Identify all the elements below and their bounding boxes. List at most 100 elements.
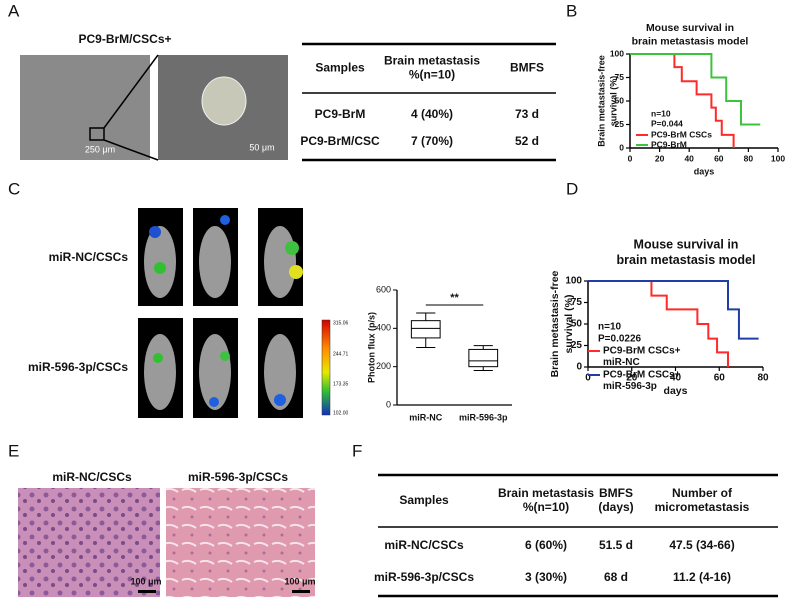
y-tick-label: 600 — [376, 284, 391, 294]
table-cell: miR-NC/CSCs — [384, 538, 464, 552]
table-cell: PC9-BrM — [315, 107, 366, 121]
y-axis-label: survival (%) — [563, 295, 575, 354]
table-header: Brain metastasis — [384, 54, 480, 68]
x-tick-label: 60 — [714, 373, 726, 384]
x-axis-label: days — [664, 385, 688, 397]
colorbar-label: 315.06 — [333, 320, 349, 326]
table-header: %(n=10) — [523, 500, 569, 514]
scale-label: 100 μm — [130, 576, 161, 586]
x-tick-label: 40 — [684, 153, 694, 163]
y-tick-label: 0 — [386, 399, 391, 409]
y-tick-label: 100 — [565, 276, 582, 287]
y-tick-label: 75 — [615, 72, 625, 82]
x-tick-label: 20 — [655, 153, 665, 163]
legend-label: PC9-BrM CSCs+ — [603, 346, 681, 357]
y-axis-label: Photon flux (p/s) — [366, 312, 376, 383]
annotation: P=0.044 — [651, 118, 683, 128]
annotation: n=10 — [598, 322, 622, 333]
panel-label: E — [8, 441, 19, 460]
x-axis-label: days — [694, 166, 715, 176]
table-header: %(n=10) — [409, 68, 455, 82]
zoom-line — [103, 139, 159, 161]
image-title: miR-NC/CSCs — [52, 470, 132, 484]
image-title: miR-596-3p/CSCs — [188, 470, 288, 484]
chart-title: brain metastasis model — [617, 253, 756, 267]
y-tick-label: 200 — [376, 361, 391, 371]
y-axis-label: Brain metastasis-free — [549, 270, 561, 377]
panel-label: F — [352, 441, 362, 460]
y-tick-label: 25 — [571, 340, 583, 351]
table-cell: 11.2 (4-16) — [673, 570, 731, 584]
y-axis-label: Brain metastasis-free — [596, 55, 606, 147]
histology-image — [166, 488, 315, 597]
table-cell: 68 d — [604, 570, 628, 584]
table-cell: 73 d — [515, 107, 539, 121]
panel-label: D — [566, 179, 578, 198]
scale-bar — [292, 590, 310, 593]
survival-line — [588, 280, 759, 340]
x-tick-label: 20 — [626, 373, 638, 384]
y-tick-label: 400 — [376, 323, 391, 333]
table-header: micrometastasis — [655, 500, 750, 514]
scale-label: 250 μm — [85, 144, 115, 154]
colorbar-label: 244.71 — [333, 351, 349, 357]
annotation: P=0.0226 — [598, 334, 642, 345]
survival-line — [630, 53, 735, 148]
table-cell: miR-596-3p/CSCs — [374, 570, 474, 584]
legend-label: PC9-BrM CSCs — [651, 129, 712, 139]
chart-title: Mouse survival in — [646, 22, 734, 34]
scale-label: 50 μm — [249, 142, 274, 152]
table-cell: 51.5 d — [599, 538, 633, 552]
sphere — [201, 76, 247, 126]
legend-label: PC9-BrM — [651, 139, 687, 149]
zoom-box — [89, 127, 105, 141]
zoom-line — [103, 54, 159, 129]
y-tick-label: 50 — [615, 95, 625, 105]
panel-label: B — [566, 1, 577, 20]
colorbar-label: 102.00 — [333, 410, 349, 416]
panel-label: A — [8, 1, 20, 20]
legend-label: PC9-BrM CSCs+ — [603, 370, 681, 381]
y-tick-label: 100 — [610, 48, 624, 58]
x-tick-label: miR-596-3p — [459, 412, 508, 422]
x-tick-label: 0 — [628, 153, 633, 163]
table-header: BMFS — [510, 61, 544, 75]
y-axis-label: survival (%) — [608, 76, 618, 127]
table-header: Brain metastasis — [498, 486, 594, 500]
y-tick-label: 0 — [619, 142, 624, 152]
x-tick-label: 40 — [670, 373, 682, 384]
table-header: Samples — [315, 61, 365, 75]
box — [410, 320, 441, 339]
colorbar-label: 173.35 — [333, 381, 349, 387]
table-header: (days) — [598, 500, 633, 514]
y-tick-label: 50 — [571, 319, 583, 330]
table-header: BMFS — [599, 486, 633, 500]
x-tick-label: 60 — [714, 153, 724, 163]
table-cell: PC9-BrM/CSC — [300, 134, 380, 148]
table-cell: 4 (40%) — [411, 107, 453, 121]
mouse-images — [138, 208, 331, 418]
chart-title: Mouse survival in — [634, 237, 739, 251]
scale-label: 100 μm — [284, 576, 315, 586]
table-header: Number of — [672, 486, 733, 500]
legend-label: miR-596-3p — [603, 381, 657, 392]
box — [468, 348, 499, 368]
survival-line — [588, 280, 729, 367]
annotation: n=10 — [651, 108, 671, 118]
table-cell: 3 (30%) — [525, 570, 567, 584]
row-label: miR-596-3p/CSCs — [28, 360, 128, 374]
table-cell: 7 (70%) — [411, 134, 453, 148]
table-cell: 6 (60%) — [525, 538, 567, 552]
panel-label: C — [8, 179, 20, 198]
legend-label: miR-NC — [603, 357, 640, 368]
x-tick-label: miR-NC — [409, 412, 442, 422]
scale-bar — [138, 590, 156, 593]
significance-label: ** — [450, 292, 459, 304]
panel-title: PC9-BrM/CSCs+ — [78, 32, 171, 46]
x-tick-label: 100 — [771, 153, 785, 163]
x-tick-label: 0 — [585, 373, 591, 384]
row-label: miR-NC/CSCs — [49, 250, 129, 264]
table-header: Samples — [399, 493, 449, 507]
table-cell: 52 d — [515, 134, 539, 148]
